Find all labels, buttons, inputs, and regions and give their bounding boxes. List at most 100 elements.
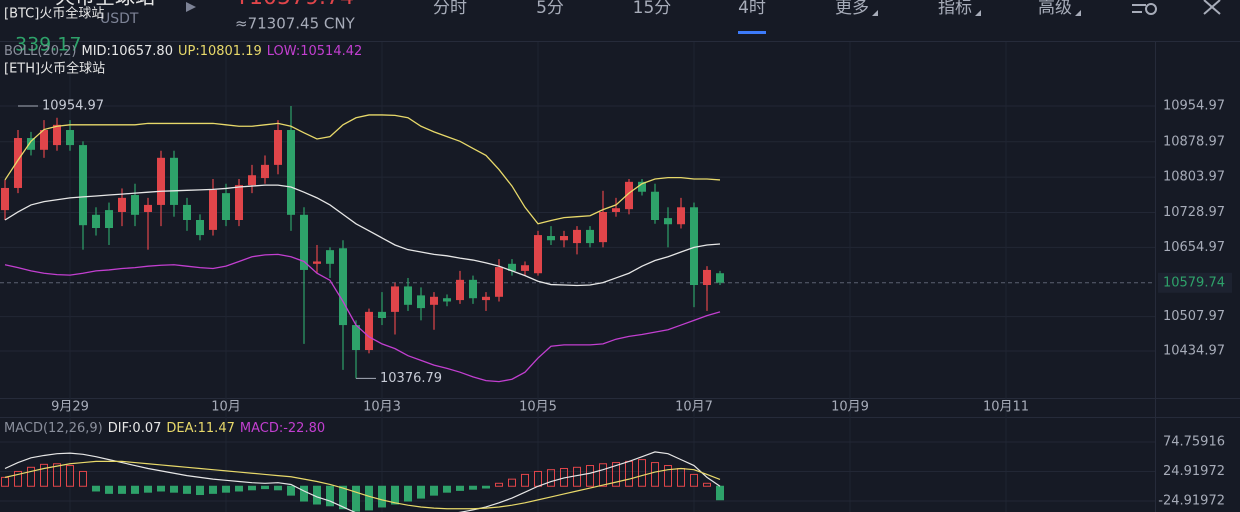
exchange-name: 火币全球站 [55,0,155,9]
macd-bar [417,485,425,499]
x-tick-label: 10月 [211,400,241,415]
x-tick-label: 10月11 [983,400,1029,415]
candle-body [599,211,607,243]
candle-body [92,214,100,229]
play-icon[interactable] [186,2,196,12]
macd-bar [443,485,451,493]
macd-bar [586,465,594,487]
candle-body [53,124,61,146]
tab[interactable]: 15分 [633,0,672,18]
macd-bar [404,485,412,502]
macd-bar [261,485,269,490]
tab[interactable]: 更多 [835,0,869,18]
boll-line [4,184,721,287]
candle-body [40,130,48,150]
macd-bar [1,476,9,487]
last-price-box [1158,272,1232,293]
boll-line [4,114,721,225]
legend-entry: LOW:10514.42 [267,44,363,59]
candle-body [157,157,165,205]
macd-bar [131,485,139,494]
boll-line [4,253,721,383]
macd-bar [612,462,620,487]
candle-body [378,311,386,318]
candle-body [14,138,22,188]
candle-body [690,207,698,286]
macd-bar [274,485,282,491]
tab[interactable]: 5分 [536,0,564,18]
tab[interactable]: 分时 [433,0,467,18]
macd-bar [352,485,360,512]
candle-body [326,250,334,264]
tab[interactable]: 高级 [1038,0,1072,18]
macd-bar [170,485,178,493]
macd-bar [469,485,477,490]
candle-body [547,236,555,241]
macd-plot [1,451,724,512]
legend-entry: UP:10801.19 [178,44,262,59]
cny-price: ≈71307.45 CNY [235,15,356,33]
macd-bar [105,485,113,494]
dropdown-arrow [1075,10,1081,16]
x-tick-label: 10月9 [831,400,869,415]
candle-body [677,207,685,225]
macd-bar [339,485,347,510]
candle-body [274,130,282,165]
indicator-legend: BOLL(20,2) MID:10657.80 UP:10801.19 LOW:105… [4,44,362,59]
macd-bar [235,485,243,492]
legend-entry: MACD:-22.80 [240,421,325,436]
y-tick-label: 10878.97 [1163,134,1225,149]
macd-bar [651,462,659,487]
settings-icon[interactable] [1132,3,1157,15]
low-annotation: 10376.79 [380,371,442,386]
x-tick-label: 9月29 [51,400,89,415]
macd-bar [495,482,503,487]
candle-body [443,298,451,302]
macd-line [4,460,721,510]
candle-body [105,210,113,229]
candle-body [612,208,620,212]
candle-body [495,267,503,297]
macd-bar [313,485,321,505]
y-tick-label: 10803.97 [1163,170,1225,185]
candle-body [170,157,178,205]
candle-body [144,204,152,212]
macd-bar [92,485,100,492]
macd-bar [196,485,204,496]
candle-body [625,181,633,210]
y-tick-label: 10654.97 [1163,240,1225,255]
candle-body [118,197,126,212]
close-icon[interactable] [1203,0,1221,15]
dropdown-arrow [872,10,878,16]
candle-body [365,311,373,351]
macd-legend: MACD(12,26,9) DIF:0.07 DEA:11.47 MACD:-22.8… [4,421,325,436]
macd-bar [53,463,61,487]
candle-body [391,286,399,312]
candle-body [404,286,412,305]
candles [1,105,724,383]
candle-body [716,273,724,283]
macd-bar [508,478,516,487]
tab[interactable]: 4时 [738,0,766,18]
legend-entry: MID:10657.80 [82,44,173,59]
candle-body [235,185,243,220]
macd-bar [521,473,529,487]
last-price: ¥10579.74 [235,0,354,10]
macd-bar [118,485,126,494]
grid [0,42,1155,512]
candle-body [66,130,74,146]
macd-bar [326,485,334,507]
candle-body [703,269,711,286]
macd-bar [690,473,698,487]
y-tick-label: 10507.97 [1163,309,1225,324]
candle-body [638,181,646,192]
price-change: 339.17 [15,34,81,56]
candle-body [521,265,529,271]
candle-body [196,220,204,236]
candle-body [79,145,87,226]
candle-body [573,229,581,244]
macd-bar [183,485,191,494]
tab[interactable]: 指标 [938,0,972,18]
macd-bar [40,463,48,487]
macd-bar [547,469,555,487]
